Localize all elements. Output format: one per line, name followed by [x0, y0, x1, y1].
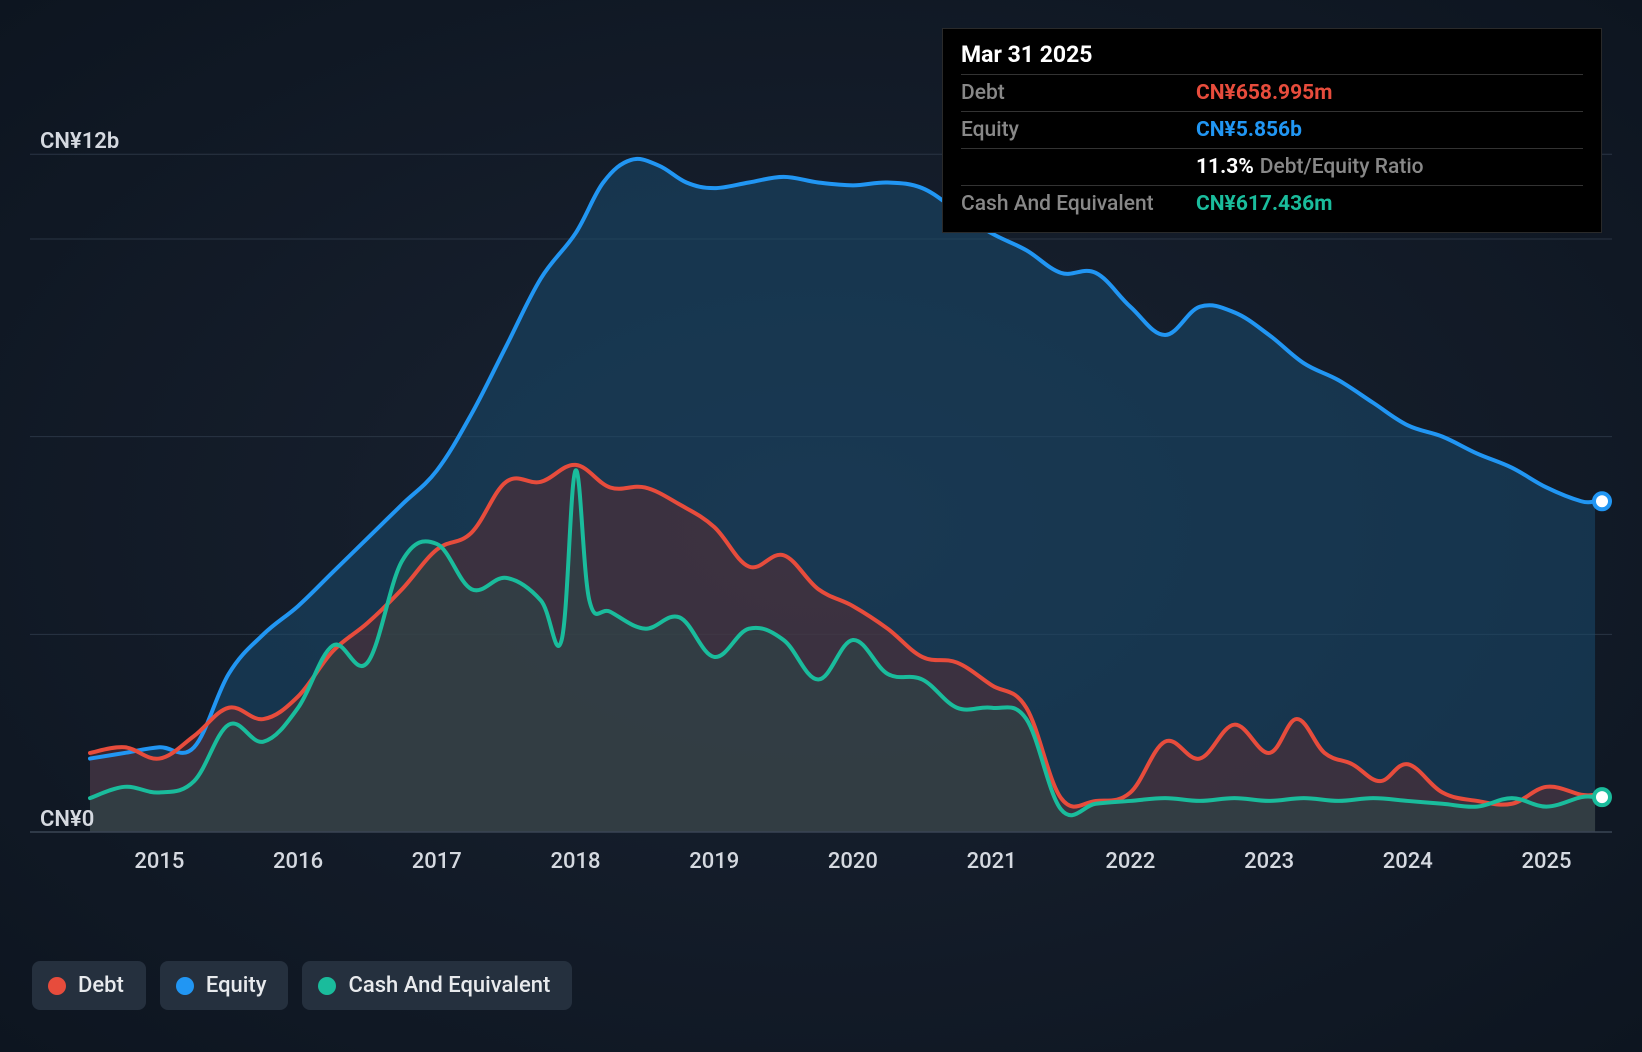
x-axis-label: 2018 [550, 849, 600, 874]
equity-end-marker [1594, 493, 1610, 509]
x-axis-label: 2015 [134, 849, 184, 874]
tooltip-value: CN¥658.995m [1196, 81, 1332, 105]
tooltip-value: 11.3% [1196, 155, 1254, 179]
financial-chart: CN¥0 CN¥12b 2015 2016 2017 2018 2019 2020 2021 2… [0, 0, 1642, 1052]
tooltip-suffix: Debt/Equity Ratio [1260, 155, 1424, 179]
y-axis-label: CN¥0 [40, 807, 94, 832]
tooltip-value: CN¥617.436m [1196, 192, 1332, 216]
tooltip-value: CN¥5.856b [1196, 118, 1302, 142]
tooltip-label: Debt [961, 81, 1196, 105]
legend-swatch-icon [48, 977, 66, 995]
legend-label: Cash And Equivalent [348, 973, 550, 998]
legend-label: Debt [78, 973, 124, 998]
x-axis-label: 2019 [689, 849, 739, 874]
tooltip-row: 11.3%Debt/Equity Ratio [961, 148, 1583, 185]
x-axis-label: 2021 [967, 849, 1017, 874]
legend-swatch-icon [318, 977, 336, 995]
tooltip-row: EquityCN¥5.856b [961, 111, 1583, 148]
chart-legend: Debt Equity Cash And Equivalent [32, 961, 572, 1010]
y-axis-label: CN¥12b [40, 129, 119, 154]
legend-item-cash[interactable]: Cash And Equivalent [302, 961, 572, 1010]
x-axis-label: 2025 [1521, 849, 1571, 874]
x-axis-label: 2023 [1244, 849, 1294, 874]
cash-end-marker [1594, 789, 1610, 805]
tooltip-row: DebtCN¥658.995m [961, 74, 1583, 111]
legend-swatch-icon [176, 977, 194, 995]
x-axis-label: 2017 [412, 849, 462, 874]
x-axis-label: 2020 [828, 849, 878, 874]
x-axis-label: 2022 [1105, 849, 1155, 874]
x-axis-label: 2024 [1383, 849, 1433, 874]
tooltip-date: Mar 31 2025 [961, 41, 1583, 74]
x-axis-label: 2016 [273, 849, 323, 874]
tooltip-row: Cash And EquivalentCN¥617.436m [961, 185, 1583, 222]
legend-item-equity[interactable]: Equity [160, 961, 289, 1010]
tooltip-label: Equity [961, 118, 1196, 142]
tooltip-label: Cash And Equivalent [961, 192, 1196, 216]
chart-tooltip: Mar 31 2025 DebtCN¥658.995mEquityCN¥5.85… [942, 28, 1602, 233]
legend-label: Equity [206, 973, 267, 998]
legend-item-debt[interactable]: Debt [32, 961, 146, 1010]
